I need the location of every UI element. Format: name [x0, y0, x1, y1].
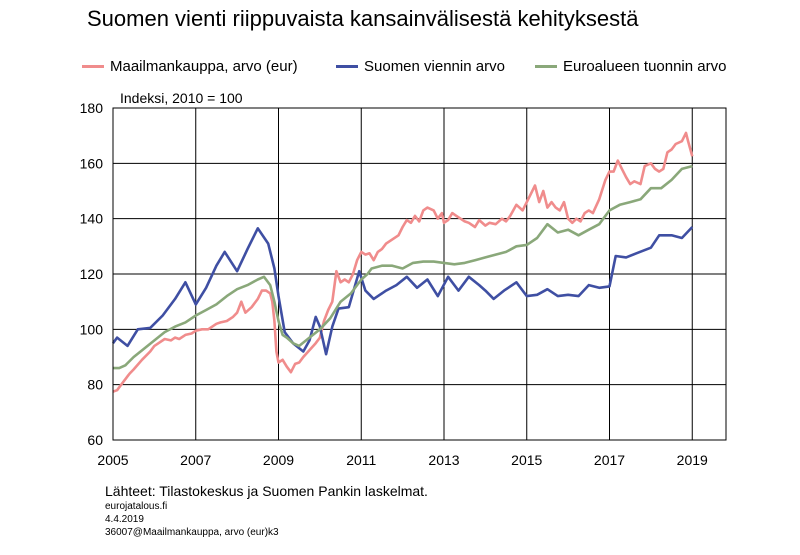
y-tick-label: 120 [80, 266, 104, 282]
unit-label: Indeksi, 2010 = 100 [120, 90, 243, 106]
source-note: Lähteet: Tilastokeskus ja Suomen Pankin … [105, 483, 428, 499]
legend-item-world-trade: Maailmankauppa, arvo (eur) [82, 58, 298, 75]
y-tick-label: 60 [87, 432, 103, 448]
legend-swatch-world-trade [82, 65, 104, 68]
series-line-world-trade [112, 131, 694, 393]
series-lines [111, 131, 694, 393]
legend-label-world-trade: Maailmankauppa, arvo (eur) [110, 58, 298, 75]
x-tick-label: 2011 [346, 452, 376, 468]
y-tick-label: 100 [80, 321, 104, 337]
legend-label-euro-imports: Euroalueen tuonnin arvo [563, 58, 727, 75]
y-tick-label: 160 [80, 155, 104, 171]
x-tick-label: 2017 [594, 452, 625, 468]
chart-title: Suomen vienti riippuvaista kansainvälise… [87, 6, 639, 31]
x-axis-ticks: 2005 2007 2009 2011 2013 2015 2017 2019 [97, 452, 708, 468]
series-line-finland-exports [111, 226, 694, 356]
gridlines [113, 108, 726, 440]
x-tick-label: 2019 [677, 452, 708, 468]
y-axis-ticks: 60 80 100 120 140 160 180 [80, 100, 104, 448]
legend-item-finland-exports: Suomen viennin arvo [336, 58, 505, 75]
date-note: 4.4.2019 [105, 514, 144, 525]
x-tick-label: 2005 [97, 452, 128, 468]
y-tick-label: 140 [80, 211, 104, 227]
y-tick-label: 180 [80, 100, 104, 116]
x-tick-label: 2007 [180, 452, 211, 468]
chart-code-note: 36007@Maailmankauppa, arvo (eur)k3 [105, 527, 279, 538]
plot-frame [112, 107, 727, 441]
x-tick-label: 2013 [428, 452, 459, 468]
y-tick-label: 80 [87, 377, 103, 393]
x-tick-label: 2009 [263, 452, 294, 468]
series-line-euro-imports [113, 164, 693, 370]
legend: Maailmankauppa, arvo (eur) Suomen vienni… [0, 58, 800, 82]
legend-swatch-finland-exports [336, 65, 358, 68]
x-tick-label: 2015 [511, 452, 542, 468]
legend-swatch-euro-imports [535, 65, 557, 68]
legend-item-euro-imports: Euroalueen tuonnin arvo [535, 58, 726, 75]
legend-label-finland-exports: Suomen viennin arvo [364, 58, 505, 75]
site-note: eurojatalous.fi [105, 501, 168, 512]
